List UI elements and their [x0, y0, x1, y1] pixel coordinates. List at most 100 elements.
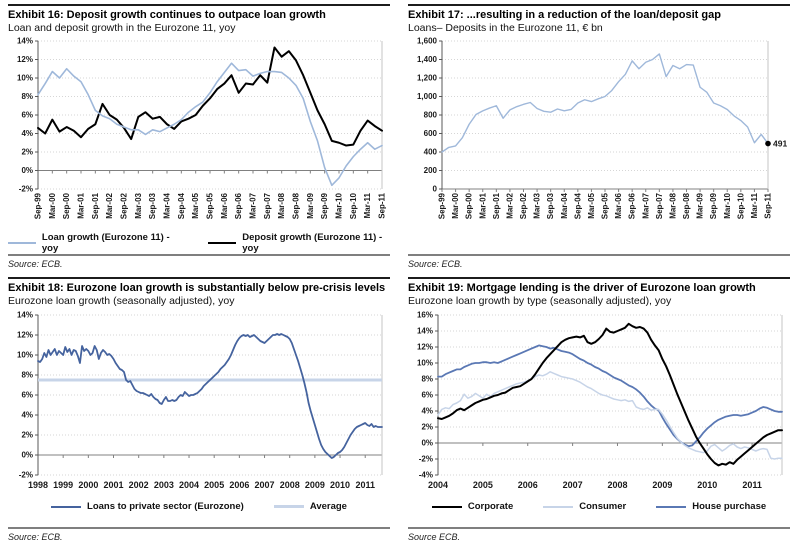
x-tick-label: Sep-06: [628, 192, 637, 219]
x-tick-label: Mar-07: [249, 192, 258, 218]
x-labels: 1998 1999 2000 2001 2002 2003 2004 2005 2006 2007…: [28, 480, 375, 490]
gridlines: [442, 40, 768, 171]
exhibit-19-title: Exhibit 19: Mortgage lending is the driv…: [408, 282, 756, 294]
y-tick-label: 8%: [21, 92, 33, 101]
x-tick-label: 1998: [28, 480, 48, 490]
y-tick-label: -2%: [419, 455, 433, 464]
x-axis: [441, 188, 769, 192]
y-tick-label: 10%: [417, 359, 433, 368]
x-tick-label: Mar-08: [277, 192, 286, 218]
series: [37, 333, 383, 459]
x-tick-label: Mar-01: [77, 192, 86, 218]
legend-label: House purchase: [692, 501, 767, 512]
y-axis: 1,600 1,400 1,200 1,000 800 600 400 200 0: [417, 37, 443, 194]
series: [437, 322, 783, 467]
source-rule: [408, 254, 790, 256]
x-tick-label: 2000: [78, 480, 98, 490]
x-tick-label: 2007: [563, 480, 583, 490]
x-tick-label: Sep-09: [320, 192, 329, 219]
x-tick-label: Mar-10: [335, 192, 344, 218]
x-tick-label: Sep-07: [655, 192, 664, 219]
legend-item: Loan growth (Eurozone 11) - yoy: [8, 232, 178, 254]
x-tick-label: Sep-00: [62, 192, 71, 219]
x-tick-label: 2005: [473, 480, 493, 490]
x-tick-label: 2009: [652, 480, 672, 490]
y-tick-label: 0%: [21, 166, 33, 175]
x-tick-label: Mar-03: [134, 192, 143, 218]
x-tick-label: Mar-05: [191, 192, 200, 218]
y-tick-label: 0%: [21, 451, 33, 460]
exhibit-18-subtitle: Eurozone loan growth (seasonally adjuste…: [8, 295, 235, 307]
x-tick-label: Sep-10: [736, 192, 745, 219]
source-rule: [8, 254, 390, 256]
x-tick-label: Sep-03: [148, 192, 157, 219]
source-text: Source: ECB.: [8, 532, 63, 542]
exhibit-17-legend: [408, 240, 790, 242]
x-tick-label: 2008: [280, 480, 300, 490]
x-tick-label: Mar-03: [533, 192, 542, 218]
series-line: [37, 62, 383, 187]
y-tick-label: 12%: [417, 343, 433, 352]
y-axis: 14% 12% 10% 8% 6% 4% 2% 0% -2%: [17, 37, 39, 194]
legend-line-swatch: [273, 505, 304, 508]
x-tick-label: 2011: [355, 480, 375, 490]
series: [37, 46, 383, 187]
exhibit-16-legend: Loan growth (Eurozone 11) - yoy Deposit g…: [8, 232, 390, 254]
x-tick-label: Sep-02: [120, 192, 129, 219]
x-tick-label: Mar-01: [478, 192, 487, 218]
endpoint-dot: [765, 140, 771, 147]
y-tick-label: 6%: [21, 391, 33, 400]
x-tick-label: Sep-09: [709, 192, 718, 219]
series: [441, 53, 769, 153]
gridlines: [38, 314, 382, 476]
x-tick-label: Sep-01: [91, 192, 100, 219]
exhibit-18-legend: Loans to private sector (Eurozone) Averag…: [8, 501, 390, 512]
x-tick-label: 2007: [255, 480, 275, 490]
x-tick-label: Mar-02: [505, 192, 514, 218]
exhibit-16-chart: 14% 12% 10% 8% 6% 4% 2% 0% -2%Sep-99 Mar-00 Sep-00…: [17, 37, 387, 220]
legend-line-swatch: [656, 505, 687, 508]
x-tick-label: Sep-00: [465, 192, 474, 219]
y-tick-label: 10%: [17, 351, 33, 360]
y-tick-label: 8%: [421, 375, 433, 384]
exhibit-16-subtitle: Loan and deposit growth in the Eurozone …: [8, 22, 236, 34]
exhibit-19-subtitle: Eurozone loan growth by type (seasonally…: [408, 295, 672, 307]
legend-label: Consumer: [579, 501, 627, 512]
x-tick-label: 1999: [53, 480, 73, 490]
x-tick-label: Sep-07: [263, 192, 272, 219]
endpoint-label: 491: [773, 139, 787, 149]
y-tick-label: 2%: [421, 423, 433, 432]
legend-line-swatch: [208, 242, 237, 245]
x-axis: [37, 170, 383, 174]
source-text: Source: ECB.: [8, 259, 63, 269]
source-rule: [408, 527, 790, 529]
series-line: [37, 333, 383, 459]
exhibit-18-title: Exhibit 18: Eurozone loan growth is subs…: [8, 282, 386, 294]
y-tick-label: -2%: [19, 471, 33, 480]
legend-line-swatch: [8, 242, 36, 245]
y-tick-label: 4%: [21, 411, 33, 420]
exhibit-18-panel: Exhibit 18: Eurozone loan growth is subs…: [0, 273, 400, 546]
x-tick-label: Mar-10: [723, 192, 732, 218]
x-tick-label: 2009: [305, 480, 325, 490]
panel-top-rule: [408, 4, 790, 6]
legend-label: Average: [309, 501, 347, 512]
x-tick-label: Mar-09: [696, 192, 705, 218]
y-tick-label: 4%: [421, 407, 433, 416]
legend-item: Deposit growth (Eurozone 11) - yoy: [208, 232, 390, 254]
source-rule: [8, 527, 390, 529]
exhibit-19-legend: Corporate Consumer House purchase: [408, 501, 790, 512]
gridlines: [438, 314, 782, 476]
y-tick-label: 0: [433, 185, 438, 194]
x-labels: Sep-99 Mar-00 Sep-00 Mar-01 Sep-01 Mar-02 Sep-…: [438, 192, 773, 219]
x-tick-label: 2004: [179, 480, 199, 490]
x-tick-label: Mar-07: [641, 192, 650, 218]
y-tick-label: 800: [424, 111, 438, 120]
x-tick-label: Mar-02: [105, 192, 114, 218]
x-labels: Sep-99 Mar-00 Sep-00 Mar-01 Sep-01 Mar-02 Sep-…: [34, 192, 387, 219]
legend-label: Corporate: [467, 501, 514, 512]
x-tick-label: Sep-05: [601, 192, 610, 219]
y-tick-label: 4%: [21, 129, 33, 138]
exhibit-19-panel: Exhibit 19: Mortgage lending is the driv…: [400, 273, 800, 546]
